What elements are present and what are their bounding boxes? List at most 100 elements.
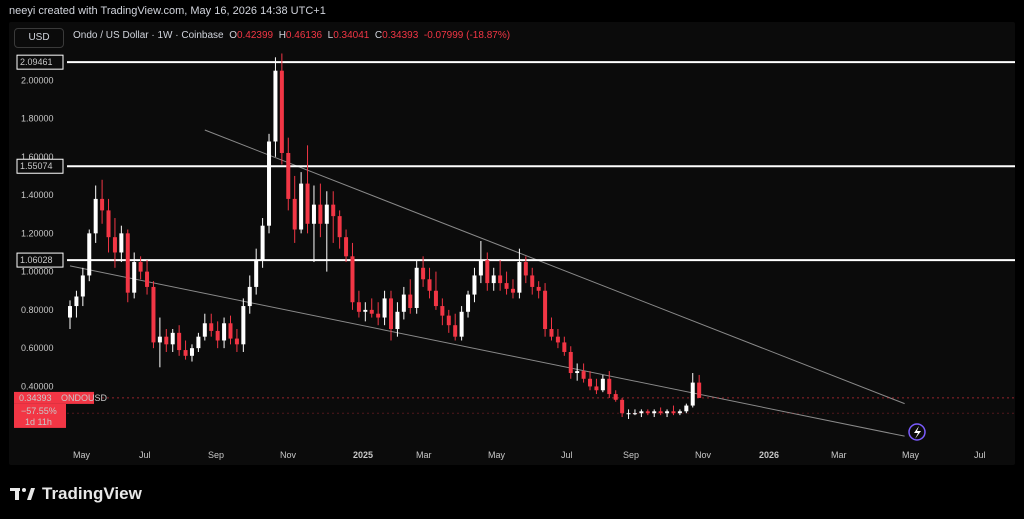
- legend-close-label: C: [374, 30, 383, 41]
- level-label-box: [16, 158, 64, 174]
- candle-body: [318, 204, 323, 224]
- legend-symbol: Ondo / US Dollar · 1W · Coinbase: [73, 30, 224, 41]
- candle-body: [93, 198, 98, 234]
- x-tick-label: 2025: [353, 450, 373, 460]
- candle-body: [170, 332, 175, 345]
- y-tick-label: 2.00000: [21, 75, 54, 85]
- candle-body: [337, 216, 342, 238]
- candle-body: [222, 323, 227, 341]
- candle-body: [517, 262, 522, 293]
- candle-body: [209, 323, 214, 331]
- attribution-text: neeyi created with TradingView.com, May …: [9, 5, 326, 17]
- price-tag-change: −57.55%: [21, 406, 57, 416]
- candle-body: [401, 294, 406, 312]
- candle-body: [151, 286, 156, 343]
- price-tag-symbol: ONDOUSD: [61, 393, 108, 403]
- legend-close-value: 0.34393: [382, 30, 419, 41]
- lightning-icon: [914, 426, 921, 439]
- x-tick-label: 2026: [759, 450, 779, 460]
- candle-body: [177, 332, 182, 351]
- x-tick-label: Jul: [974, 450, 986, 460]
- tradingview-logo: TradingView: [10, 484, 142, 504]
- candle-body: [510, 288, 515, 293]
- candle-body: [376, 313, 381, 318]
- y-tick-label: 1.60000: [21, 152, 54, 162]
- candle-body: [331, 204, 336, 217]
- alert-icon[interactable]: [908, 423, 926, 441]
- candle-body: [594, 386, 599, 391]
- candle-body: [575, 371, 580, 374]
- x-tick-label: May: [488, 450, 506, 460]
- candle-body: [356, 302, 361, 312]
- candle-body: [228, 323, 233, 339]
- candle-body: [267, 141, 272, 226]
- legend-high-label: H: [278, 30, 286, 41]
- x-tick-label: May: [73, 450, 91, 460]
- price-tag-countdown: 1d 11h: [25, 417, 52, 427]
- candle-body: [119, 233, 124, 253]
- level-label: 2.09461: [20, 57, 53, 67]
- candle-body: [183, 350, 188, 356]
- candle-body: [536, 286, 541, 291]
- y-tick-label: 1.80000: [21, 114, 54, 124]
- candle-body: [189, 348, 194, 356]
- candle-body: [639, 411, 644, 414]
- candle-body: [299, 183, 304, 230]
- candle-body: [305, 183, 310, 224]
- x-tick-label: Mar: [416, 450, 432, 460]
- y-tick-label: 0.80000: [21, 305, 54, 315]
- candle-body: [588, 378, 593, 387]
- candle-body: [581, 371, 586, 379]
- y-tick-label: 1.00000: [21, 267, 54, 277]
- level-label-box: [16, 54, 64, 70]
- price-tag-box: [14, 391, 94, 404]
- candle-body: [408, 294, 413, 308]
- y-tick-label: 1.40000: [21, 190, 54, 200]
- x-tick-label: Nov: [695, 450, 712, 460]
- candle-body: [382, 298, 387, 318]
- candle-body: [80, 275, 85, 297]
- level-label: 1.06028: [20, 255, 53, 265]
- candle-body: [504, 283, 509, 289]
- candle-body: [273, 70, 278, 142]
- level-label: 1.55074: [20, 161, 53, 171]
- candle-body: [87, 233, 92, 276]
- candle-body: [421, 267, 426, 280]
- x-tick-label: Mar: [831, 450, 847, 460]
- candle-body: [555, 336, 560, 343]
- candle-body: [106, 210, 111, 238]
- candle-body: [491, 275, 496, 284]
- legend-high-value: 0.46136: [285, 30, 323, 41]
- candle-body: [549, 329, 554, 337]
- candle-body: [440, 306, 445, 316]
- legend-open-value: 0.42399: [236, 30, 274, 41]
- symbol-legend: Ondo / US Dollar · 1W · Coinbase O0.4239…: [73, 30, 510, 41]
- chart-panel[interactable]: 0.40000 0.60000 0.80000 1.00000 1.20000 1.400…: [9, 22, 1015, 465]
- candle-body: [658, 411, 663, 414]
- candle-body: [607, 378, 612, 395]
- candle-body: [279, 70, 284, 153]
- candle-body: [324, 204, 329, 224]
- currency-button[interactable]: USD: [14, 28, 64, 48]
- x-tick-label: Sep: [623, 450, 639, 460]
- candle-body: [145, 271, 150, 287]
- candle-body: [132, 262, 137, 293]
- candle-body: [697, 382, 702, 398]
- candle-body: [626, 413, 631, 415]
- y-tick-label: 1.20000: [21, 228, 54, 238]
- candle-body: [164, 336, 169, 345]
- candle-body: [632, 413, 637, 415]
- candle-body: [690, 382, 695, 406]
- candle-body: [652, 411, 657, 414]
- candle-body: [74, 296, 79, 307]
- candle-body: [485, 260, 490, 284]
- candle-body: [613, 394, 618, 400]
- candle-body: [543, 290, 548, 330]
- candle-body: [254, 260, 259, 287]
- candle-body: [138, 262, 143, 272]
- chart-canvas[interactable]: 0.40000 0.60000 0.80000 1.00000 1.20000 1.400…: [9, 22, 1015, 465]
- trendline-upper: [204, 129, 905, 405]
- candle-body: [363, 309, 368, 312]
- candle-body: [446, 315, 451, 326]
- candle-body: [665, 411, 670, 414]
